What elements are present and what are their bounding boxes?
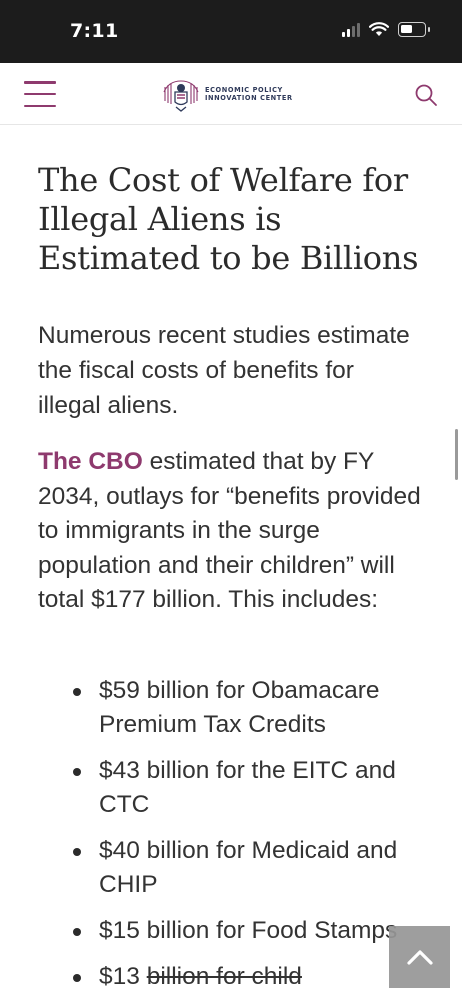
article-title: The Cost of Welfare for Illegal Aliens i… <box>38 161 419 277</box>
status-icons <box>342 22 430 37</box>
logo-wordmark: ECONOMIC POLICY INNOVATION CENTER <box>205 86 293 102</box>
list-item-partial: $13 billion for child <box>38 960 438 994</box>
eagle-emblem-icon <box>163 80 199 112</box>
cbo-link[interactable]: The CBO <box>38 448 143 475</box>
epic-logo[interactable]: ECONOMIC POLICY INNOVATION CENTER <box>161 75 293 113</box>
back-to-top-button[interactable] <box>389 926 450 988</box>
cbo-paragraph: The CBO estimated that by FY 2034, outla… <box>38 445 433 618</box>
struck-text: billion for child <box>146 963 302 990</box>
list-item: $15 billion for Food Stamps <box>38 914 438 948</box>
status-bar: 7:11 <box>0 0 462 63</box>
list-item: $59 billion for Obamacare Premium Tax Cr… <box>38 674 438 742</box>
wifi-icon <box>369 22 389 36</box>
list-item: $43 billion for the EITC and CTC <box>38 754 438 822</box>
cost-breakdown-list: $59 billion for Obamacare Premium Tax Cr… <box>38 674 438 1000</box>
hamburger-menu-icon[interactable] <box>24 81 56 107</box>
site-header: ECONOMIC POLICY INNOVATION CENTER <box>0 63 462 125</box>
cbo-paragraph-text: estimated that by FY 2034, outlays for “… <box>38 448 421 613</box>
scrollbar-thumb[interactable] <box>455 429 458 480</box>
chevron-up-icon <box>406 950 433 965</box>
intro-paragraph: Numerous recent studies estimate the fis… <box>38 322 410 419</box>
battery-icon <box>398 22 430 37</box>
cellular-signal-icon <box>342 22 360 37</box>
status-time: 7:11 <box>70 20 119 42</box>
list-item: $40 billion for Medicaid and CHIP <box>38 834 438 902</box>
search-icon[interactable] <box>414 83 438 107</box>
